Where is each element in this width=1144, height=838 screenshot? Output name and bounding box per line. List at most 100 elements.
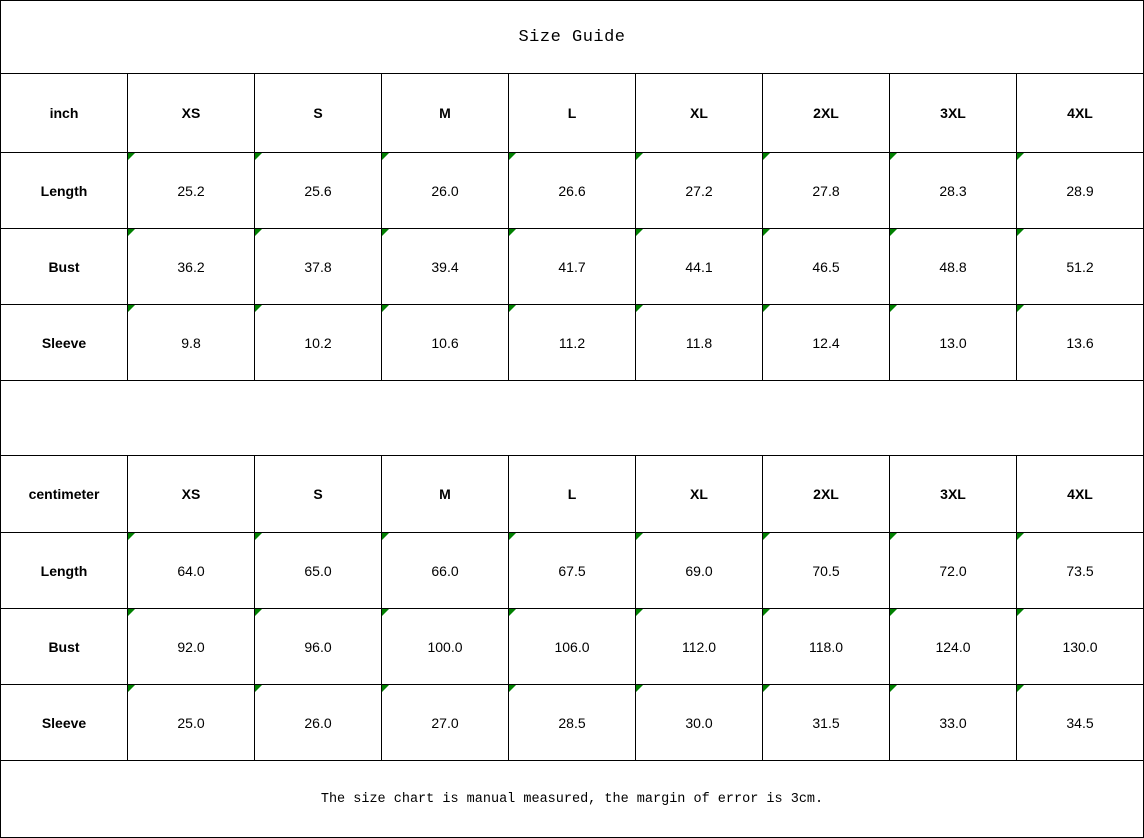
- cell-value: 28.9: [1066, 182, 1094, 199]
- cell-value: 118.0: [809, 638, 843, 655]
- green-triangle-icon: [255, 229, 262, 236]
- cell-value: 34.5: [1066, 714, 1094, 731]
- green-triangle-icon: [509, 229, 516, 236]
- size-value-cell: 34.5: [1016, 684, 1144, 761]
- size-value-cell: 31.5: [762, 684, 890, 761]
- green-triangle-icon: [255, 533, 262, 540]
- size-value-cell: 13.0: [889, 304, 1017, 381]
- size-value-cell: 124.0: [889, 608, 1017, 685]
- green-triangle-icon: [763, 305, 770, 312]
- cell-value: 26.0: [304, 714, 332, 731]
- size-value-cell: 28.3: [889, 152, 1017, 229]
- row-label: Sleeve: [0, 304, 128, 381]
- green-triangle-icon: [128, 305, 135, 312]
- cell-value: 112.0: [682, 638, 716, 655]
- green-triangle-icon: [255, 153, 262, 160]
- size-header: L: [508, 73, 636, 153]
- size-value-cell: 10.6: [381, 304, 509, 381]
- size-value-cell: 67.5: [508, 532, 636, 609]
- size-value-cell: 28.5: [508, 684, 636, 761]
- green-triangle-icon: [128, 609, 135, 616]
- green-triangle-icon: [382, 305, 389, 312]
- green-triangle-icon: [509, 609, 516, 616]
- size-value-cell: 26.0: [254, 684, 382, 761]
- green-triangle-icon: [382, 533, 389, 540]
- green-triangle-icon: [255, 609, 262, 616]
- cell-value: 106.0: [554, 638, 590, 655]
- cell-value: 70.5: [812, 562, 840, 579]
- green-triangle-icon: [636, 609, 643, 616]
- size-header: 4XL: [1016, 455, 1144, 533]
- cell-value: 96.0: [304, 638, 332, 655]
- cell-value: 26.6: [558, 182, 586, 199]
- size-value-cell: 25.2: [127, 152, 255, 229]
- size-header: M: [381, 73, 509, 153]
- green-triangle-icon: [1017, 609, 1024, 616]
- size-header: 2XL: [762, 455, 890, 533]
- green-triangle-icon: [1017, 153, 1024, 160]
- size-value-cell: 13.6: [1016, 304, 1144, 381]
- cell-value: 30.0: [685, 714, 713, 731]
- green-triangle-icon: [509, 305, 516, 312]
- page-title: Size Guide: [0, 0, 1144, 74]
- green-triangle-icon: [890, 609, 897, 616]
- unit-header-inch: inch: [0, 73, 128, 153]
- cell-value: 44.1: [685, 258, 713, 275]
- spacer-row: [0, 380, 1144, 456]
- green-triangle-icon: [636, 685, 643, 692]
- size-header: L: [508, 455, 636, 533]
- cell-value: 33.0: [939, 714, 967, 731]
- green-triangle-icon: [128, 533, 135, 540]
- cell-value: 31.5: [812, 714, 840, 731]
- size-value-cell: 25.0: [127, 684, 255, 761]
- size-header: XL: [635, 455, 763, 533]
- size-header: XS: [127, 73, 255, 153]
- cell-value: 65.0: [304, 562, 332, 579]
- green-triangle-icon: [382, 609, 389, 616]
- size-value-cell: 65.0: [254, 532, 382, 609]
- cell-value: 72.0: [939, 562, 967, 579]
- green-triangle-icon: [636, 153, 643, 160]
- size-value-cell: 44.1: [635, 228, 763, 305]
- cell-value: 92.0: [177, 638, 205, 655]
- row-label: Length: [0, 152, 128, 229]
- green-triangle-icon: [509, 685, 516, 692]
- cell-value: 48.8: [939, 258, 967, 275]
- cell-value: 39.4: [431, 258, 459, 275]
- row-label: Bust: [0, 608, 128, 685]
- size-value-cell: 64.0: [127, 532, 255, 609]
- size-value-cell: 51.2: [1016, 228, 1144, 305]
- cell-value: 100.0: [427, 638, 463, 655]
- cell-value: 28.3: [939, 182, 967, 199]
- green-triangle-icon: [763, 153, 770, 160]
- cell-value: 69.0: [685, 562, 713, 579]
- size-header: 3XL: [889, 455, 1017, 533]
- size-value-cell: 72.0: [889, 532, 1017, 609]
- size-value-cell: 26.0: [381, 152, 509, 229]
- cell-value: 25.2: [177, 182, 205, 199]
- cell-value: 27.2: [685, 182, 713, 199]
- cell-value: 64.0: [177, 562, 205, 579]
- row-label: Bust: [0, 228, 128, 305]
- cell-value: 27.8: [812, 182, 840, 199]
- cell-value: 11.8: [685, 334, 713, 351]
- size-value-cell: 11.2: [508, 304, 636, 381]
- size-value-cell: 36.2: [127, 228, 255, 305]
- size-value-cell: 30.0: [635, 684, 763, 761]
- size-value-cell: 28.9: [1016, 152, 1144, 229]
- green-triangle-icon: [255, 685, 262, 692]
- green-triangle-icon: [890, 153, 897, 160]
- cell-value: 67.5: [558, 562, 586, 579]
- green-triangle-icon: [890, 685, 897, 692]
- size-header: 2XL: [762, 73, 890, 153]
- size-header: S: [254, 455, 382, 533]
- cell-value: 130.0: [1062, 638, 1098, 655]
- green-triangle-icon: [890, 305, 897, 312]
- size-value-cell: 100.0: [381, 608, 509, 685]
- cell-value: 28.5: [558, 714, 586, 731]
- green-triangle-icon: [1017, 533, 1024, 540]
- size-value-cell: 106.0: [508, 608, 636, 685]
- cell-value: 73.5: [1066, 562, 1094, 579]
- size-value-cell: 12.4: [762, 304, 890, 381]
